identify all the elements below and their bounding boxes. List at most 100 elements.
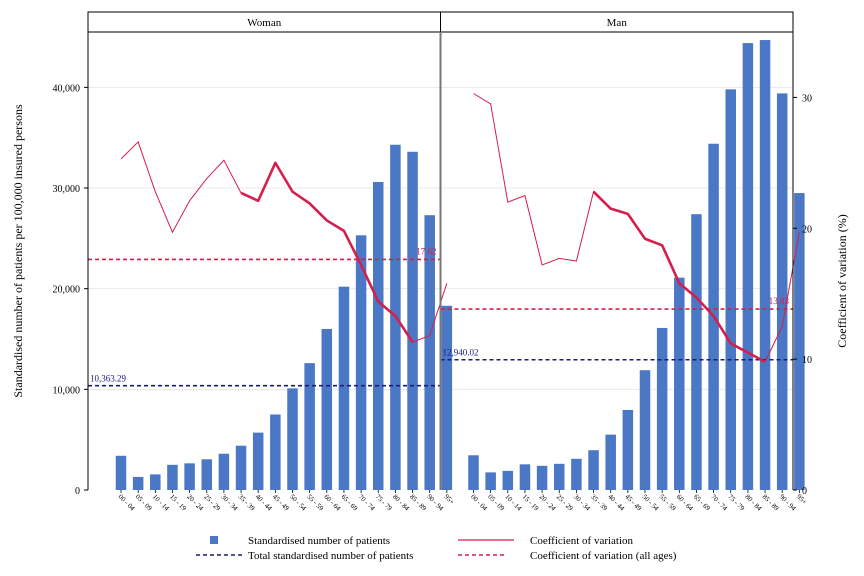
legend-label: Total standardised number of patients [248, 550, 413, 562]
cv-all-label: 17.62 [416, 246, 436, 256]
x-tick-label: 70 - 74 [357, 493, 377, 513]
bar [588, 450, 599, 490]
bar [287, 388, 298, 490]
y2-axis-title: Coefficient of variation (%) [835, 214, 849, 347]
bar [132, 476, 144, 490]
legend-label: Coefficient of variation (all ages) [530, 550, 677, 562]
bar [270, 414, 281, 490]
bar [725, 89, 736, 490]
x-tick-label: 20 - 24 [538, 493, 558, 513]
x-tick-label: 70 - 74 [709, 493, 729, 513]
total-label: 12,940.02 [443, 348, 479, 358]
panel-title-1: Man [607, 17, 628, 29]
cv-line-highlight [592, 190, 766, 363]
x-tick-label: 50 - 54 [641, 493, 661, 513]
x-tick-label: 25 - 29 [202, 493, 222, 513]
cv-all-label: 13.83 [769, 296, 790, 306]
bar [656, 327, 668, 490]
bar [622, 409, 634, 490]
x-tick-label: 30 - 34 [219, 493, 239, 513]
bar [691, 214, 702, 490]
y-axis-title: Standardised number of patients per 100,… [11, 104, 25, 398]
bar [485, 472, 496, 490]
bar [184, 463, 195, 490]
x-tick-label: 90 - 94 [425, 493, 445, 513]
bar [554, 463, 565, 490]
x-tick-label: 40 - 44 [606, 493, 626, 513]
x-tick-label: 05 - 09 [486, 493, 506, 513]
x-tick-label: 35 - 39 [589, 493, 609, 513]
x-tick-label: 05 - 09 [134, 493, 154, 513]
x-tick-label: 10 - 14 [503, 493, 523, 513]
bar [519, 464, 531, 490]
x-tick-label: 30 - 34 [572, 493, 592, 513]
x-tick-label: 35 - 39 [237, 493, 257, 513]
x-tick-label: 25 - 29 [555, 493, 575, 513]
x-tick-label: 90 - 94 [778, 493, 798, 513]
x-tick-label: 85 - 89 [408, 493, 428, 513]
x-tick-label: 65 - 69 [340, 493, 360, 513]
total-label: 10,363.29 [90, 374, 127, 384]
x-tick-label: 80 - 84 [743, 493, 763, 513]
bar [424, 215, 435, 490]
x-tick-label: 00 - 04 [117, 493, 137, 513]
bar [321, 328, 333, 490]
x-tick-label: 60 - 64 [322, 493, 342, 513]
bar [355, 235, 367, 490]
x-tick-label: 20 - 24 [185, 493, 205, 513]
panel-title-0: Woman [247, 17, 281, 29]
bar [150, 474, 161, 490]
y2-tick-label: 30 [802, 93, 812, 104]
bar [235, 445, 247, 490]
legend-label: Coefficient of variation [530, 535, 634, 547]
x-tick-label: 95+ [442, 493, 455, 506]
bar [639, 370, 651, 490]
legend-label: Standardised number of patients [248, 535, 390, 547]
bar [776, 93, 788, 491]
bar [674, 277, 685, 490]
x-tick-label: 60 - 64 [675, 493, 695, 513]
bar [441, 305, 453, 490]
bar [502, 470, 514, 490]
bar [742, 43, 754, 490]
y-tick-label: 40,000 [53, 83, 81, 94]
x-tick-label: 65 - 69 [692, 493, 712, 513]
y2-tick-label: 10 [802, 355, 812, 366]
bar [407, 151, 418, 491]
x-tick-label: 45 - 49 [623, 493, 643, 513]
y-tick-label: 30,000 [53, 184, 81, 195]
bar [167, 464, 178, 490]
x-tick-label: 10 - 14 [151, 493, 171, 513]
bar [468, 455, 479, 490]
y-tick-label: 10,000 [53, 385, 81, 396]
cv-line-highlight [240, 161, 414, 343]
x-tick-label: 15 - 19 [521, 493, 541, 513]
y-tick-label: 20,000 [53, 285, 81, 296]
bar [571, 458, 582, 490]
legend-swatch [210, 536, 218, 544]
bar [304, 363, 315, 490]
x-tick-label: 15 - 19 [168, 493, 188, 513]
x-tick-label: 55 - 59 [305, 493, 325, 513]
y2-tick-label: 0 [802, 486, 807, 497]
x-tick-label: 80 - 84 [391, 493, 411, 513]
x-tick-label: 75 - 79 [726, 493, 746, 513]
x-tick-label: 50 - 54 [288, 493, 308, 513]
bar [338, 286, 350, 490]
bar [605, 434, 616, 490]
x-tick-label: 40 - 44 [254, 493, 274, 513]
bar [536, 465, 548, 490]
x-tick-label: 55 - 59 [658, 493, 678, 513]
y2-tick-label: 20 [802, 224, 812, 235]
bar [201, 459, 212, 490]
bar [252, 432, 264, 490]
bar [115, 455, 127, 490]
bar [759, 40, 771, 491]
bar [373, 181, 384, 490]
x-tick-label: 45 - 49 [271, 493, 291, 513]
bar [794, 193, 805, 491]
y-tick-label: 0 [75, 486, 80, 497]
x-tick-label: 75 - 79 [374, 493, 394, 513]
x-tick-label: 00 - 04 [469, 493, 489, 513]
